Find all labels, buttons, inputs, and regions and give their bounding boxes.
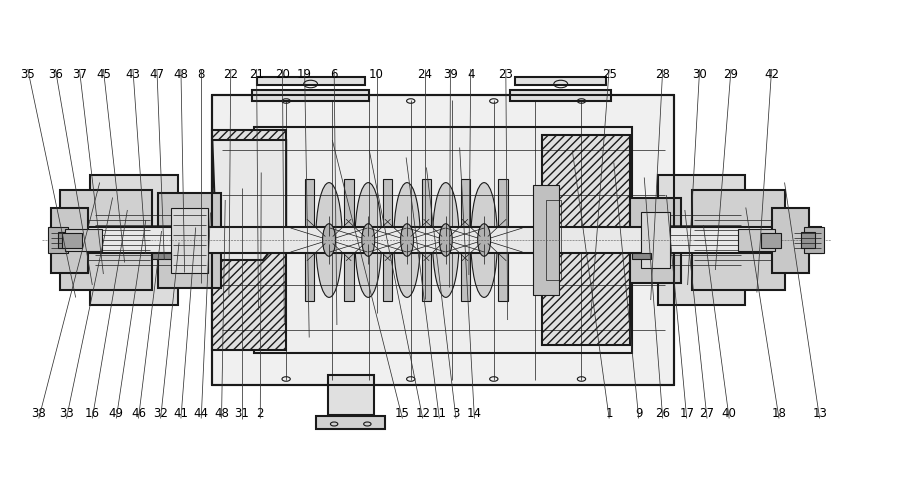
Text: 6: 6 — [330, 68, 338, 80]
Bar — [461, 180, 470, 300]
Text: 19: 19 — [297, 68, 312, 80]
Text: 42: 42 — [764, 68, 779, 80]
Bar — [761, 232, 781, 248]
Text: 39: 39 — [443, 68, 458, 80]
Bar — [772, 208, 809, 272]
Bar — [65, 229, 102, 251]
Text: 21: 21 — [249, 68, 264, 80]
Ellipse shape — [394, 182, 420, 298]
Text: 27: 27 — [700, 407, 714, 420]
Bar — [254, 127, 632, 353]
Bar — [212, 95, 674, 385]
Bar — [804, 228, 824, 252]
Text: 23: 23 — [498, 68, 513, 80]
Ellipse shape — [433, 182, 459, 298]
Text: 48: 48 — [174, 68, 188, 80]
Ellipse shape — [478, 224, 491, 256]
Text: 40: 40 — [722, 407, 737, 420]
Bar — [62, 232, 82, 248]
Text: 20: 20 — [275, 68, 290, 80]
Text: 28: 28 — [655, 68, 670, 80]
Bar — [212, 130, 286, 350]
Ellipse shape — [316, 182, 342, 298]
Bar — [257, 78, 365, 85]
Bar — [60, 190, 152, 290]
Ellipse shape — [362, 224, 375, 256]
Text: 12: 12 — [415, 407, 430, 420]
Bar — [801, 232, 815, 248]
Bar — [515, 78, 606, 85]
Bar — [305, 180, 314, 300]
Text: 37: 37 — [72, 68, 87, 80]
Text: 10: 10 — [369, 68, 384, 80]
Bar — [51, 227, 821, 253]
Bar — [629, 198, 681, 282]
Bar — [90, 175, 177, 305]
Text: 32: 32 — [153, 407, 168, 420]
Text: 38: 38 — [31, 407, 46, 420]
Text: 8: 8 — [198, 68, 205, 80]
Ellipse shape — [401, 224, 414, 256]
Text: 29: 29 — [724, 68, 738, 80]
Bar — [533, 185, 559, 295]
Bar — [171, 208, 208, 272]
Bar — [657, 175, 746, 305]
Ellipse shape — [355, 182, 381, 298]
Bar — [316, 416, 386, 428]
Text: 4: 4 — [467, 68, 474, 80]
Text: 22: 22 — [223, 68, 238, 80]
Bar — [328, 375, 374, 415]
Bar — [692, 190, 785, 290]
Text: 15: 15 — [395, 407, 410, 420]
Text: 43: 43 — [126, 68, 140, 80]
Bar — [152, 252, 171, 258]
Text: 44: 44 — [194, 407, 209, 420]
Text: 35: 35 — [20, 68, 35, 80]
Text: 25: 25 — [602, 68, 617, 80]
Bar — [498, 180, 508, 300]
Bar — [383, 180, 392, 300]
Ellipse shape — [439, 224, 452, 256]
Bar — [546, 200, 561, 280]
Text: 16: 16 — [85, 407, 100, 420]
Polygon shape — [212, 140, 286, 260]
Ellipse shape — [323, 224, 336, 256]
Text: 48: 48 — [214, 407, 229, 420]
Text: 49: 49 — [109, 407, 124, 420]
Text: 11: 11 — [432, 407, 447, 420]
Bar — [48, 228, 68, 252]
Bar — [510, 90, 611, 101]
Text: 26: 26 — [655, 407, 670, 420]
Text: 33: 33 — [59, 407, 74, 420]
Bar — [158, 192, 221, 288]
Text: 41: 41 — [174, 407, 188, 420]
Bar — [57, 232, 72, 248]
Bar — [344, 180, 354, 300]
Text: 30: 30 — [692, 68, 707, 80]
Text: 18: 18 — [772, 407, 786, 420]
Text: 45: 45 — [96, 68, 111, 80]
Text: 17: 17 — [679, 407, 694, 420]
Text: 2: 2 — [257, 407, 264, 420]
Text: 36: 36 — [48, 68, 63, 80]
Text: 24: 24 — [417, 68, 432, 80]
Text: 9: 9 — [635, 407, 642, 420]
Bar — [422, 180, 431, 300]
Bar — [738, 229, 775, 251]
Text: 47: 47 — [150, 68, 164, 80]
Text: 13: 13 — [812, 407, 827, 420]
Text: 31: 31 — [234, 407, 249, 420]
Text: 14: 14 — [467, 407, 482, 420]
Text: 3: 3 — [452, 407, 460, 420]
Bar — [543, 135, 629, 345]
Bar — [51, 208, 88, 272]
Text: 46: 46 — [131, 407, 146, 420]
Bar — [641, 212, 670, 268]
Bar — [632, 252, 651, 258]
Text: 1: 1 — [605, 407, 613, 420]
Bar — [252, 90, 369, 101]
Ellipse shape — [471, 182, 497, 298]
